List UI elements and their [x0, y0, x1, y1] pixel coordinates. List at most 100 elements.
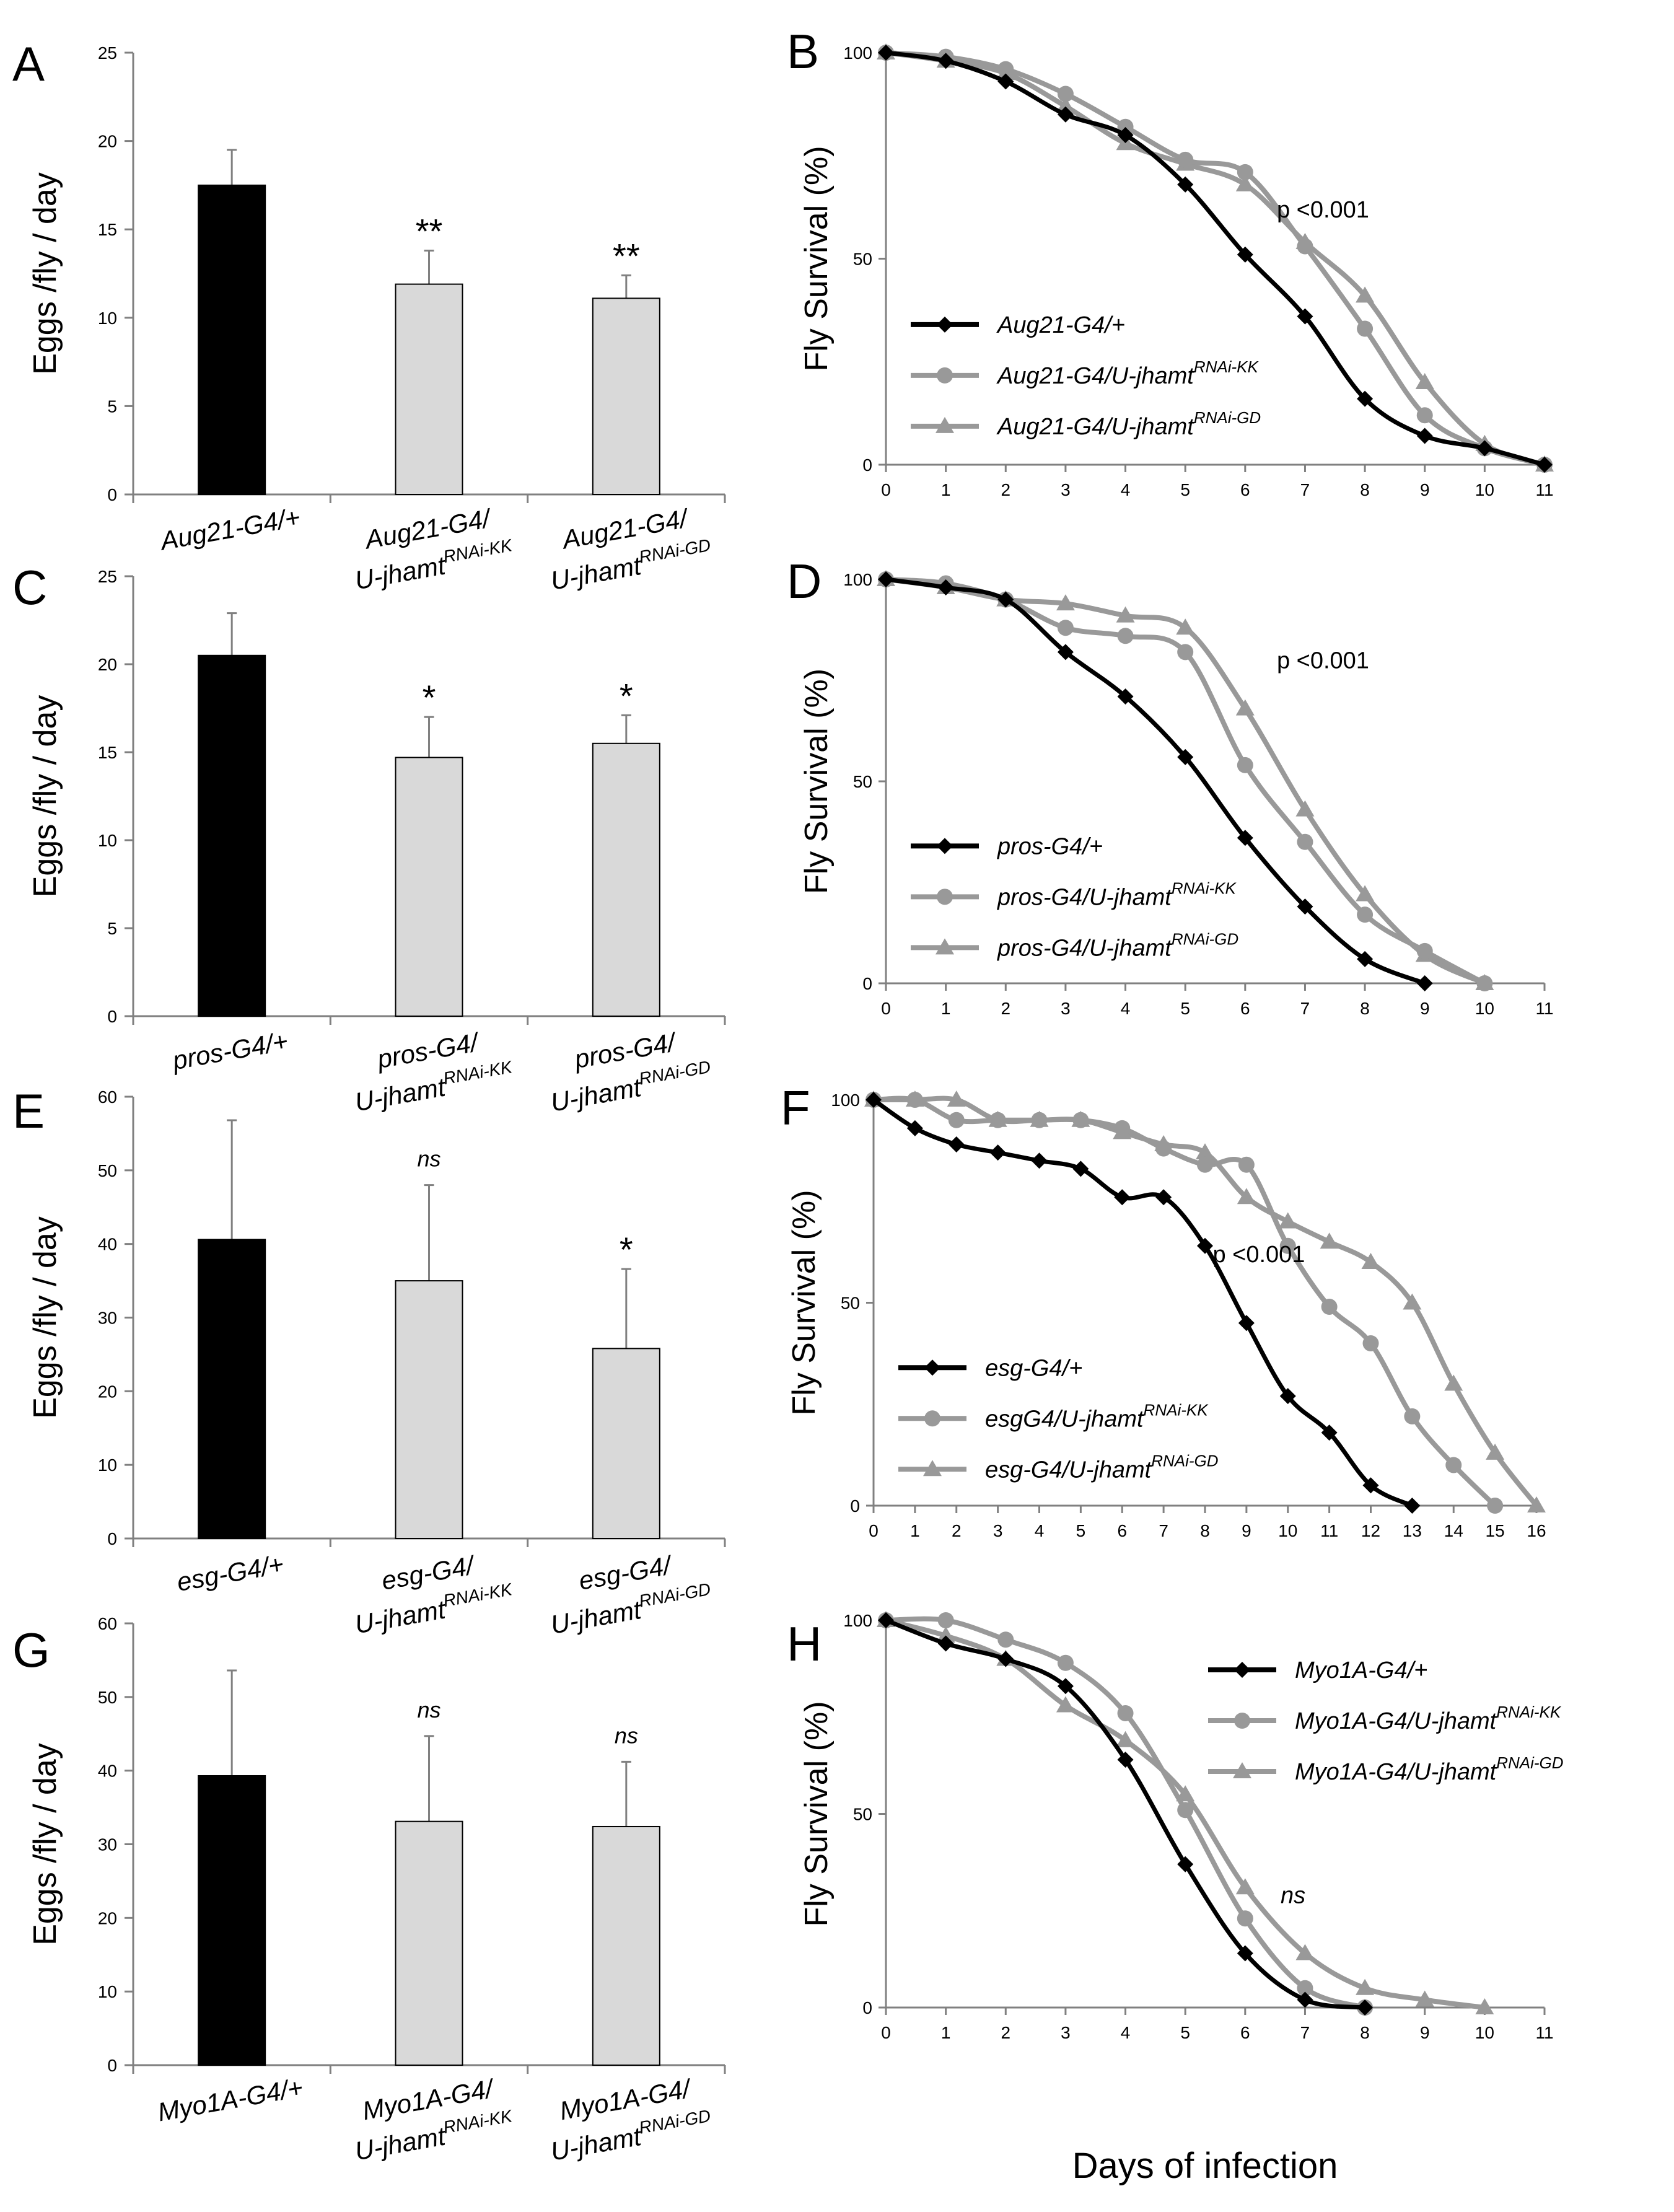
y-tick-label: 0: [107, 1007, 117, 1026]
data-point: [1177, 176, 1194, 193]
significance-annotation: p <0.001: [1212, 1242, 1305, 1268]
category-label-genotype: U-jhamt: [548, 551, 644, 595]
series-line-0: [885, 1618, 1365, 2010]
category-label-genotype: U-jhamt: [353, 2121, 449, 2166]
category-label-superscript: RNAi-GD: [638, 1579, 712, 1611]
data-point: [1072, 1161, 1089, 1177]
data-point: [1295, 1944, 1315, 1960]
data-point: [906, 1092, 923, 1108]
y-axis-label: Eggs /fly / day: [27, 172, 63, 375]
x-tick-label: 5: [1076, 1521, 1086, 1540]
data-point: [1361, 1253, 1380, 1269]
x-tick-label: 2: [1001, 999, 1010, 1018]
legend-label: Aug21-G4/U-jhamtRNAi-KK: [996, 358, 1259, 389]
data-point: [1196, 1143, 1214, 1160]
x-tick-label: 11: [1535, 480, 1553, 499]
data-point: [1295, 800, 1315, 817]
bar: [592, 1348, 660, 1539]
data-point: [1117, 1705, 1134, 1721]
y-tick-label: 10: [98, 1455, 117, 1475]
category-label-superscript: RNAi-KK: [442, 1057, 514, 1088]
y-axis-label: Fly Survival (%): [786, 1190, 822, 1415]
y-tick-label: 0: [862, 1998, 872, 2017]
x-tick-label: 4: [1121, 999, 1131, 1018]
x-tick-label: 5: [1180, 2023, 1190, 2042]
data-point: [1057, 620, 1074, 636]
data-point: [1445, 1457, 1462, 1473]
data-point: [1321, 1424, 1338, 1441]
legend-swatch-marker: [924, 1410, 940, 1427]
data-point: [1235, 175, 1255, 191]
data-point: [1237, 1945, 1253, 1962]
data-point: [1197, 1156, 1213, 1173]
data-point: [1536, 457, 1553, 473]
x-tick-label: 14: [1444, 1521, 1463, 1540]
x-tick-label: 10: [1475, 480, 1494, 499]
legend-label-superscript: RNAi-KK: [1496, 1703, 1562, 1721]
data-point: [1297, 1991, 1313, 2008]
category-label-genotype: U-jhamt: [353, 1594, 449, 1639]
panel-letter-G: G: [12, 1623, 50, 1677]
category-label: pros-G4/U-jhamtRNAi-KK: [353, 1027, 514, 1117]
y-tick-label: 100: [843, 570, 872, 589]
legend-swatch-marker: [937, 367, 953, 384]
y-axis-label: Eggs /fly / day: [27, 695, 63, 898]
category-label: Myo1A-G4/+: [156, 2073, 305, 2126]
y-tick-label: 0: [862, 974, 872, 993]
data-point: [1357, 906, 1374, 923]
data-point: [1031, 1112, 1048, 1128]
category-label: Aug21-G4/U-jhamtRNAi-KK: [353, 503, 514, 595]
data-point: [1357, 390, 1374, 407]
x-tick-label: 1: [910, 1521, 920, 1540]
data-point: [1357, 320, 1374, 337]
data-point: [1176, 618, 1195, 635]
x-tick-label: 12: [1361, 1521, 1380, 1540]
data-point: [1117, 628, 1134, 644]
data-point: [1278, 1212, 1297, 1229]
x-tick-label: 6: [1240, 480, 1250, 499]
category-label: Aug21-G4/+: [157, 503, 302, 556]
y-tick-label: 20: [98, 1382, 117, 1401]
y-tick-label: 50: [98, 1688, 117, 1707]
panel-H-axes: 0 50 100 0 1 2 3 4 5 6 7 8 9 10 11 Fly Survival (%) ns My…: [799, 1611, 1564, 2042]
data-point: [1357, 950, 1374, 967]
data-point: [1362, 1477, 1379, 1494]
category-label: esg-G4/U-jhamtRNAi-KK: [353, 1550, 514, 1639]
category-label: esg-G4/+: [175, 1549, 286, 1596]
x-tick-label: 9: [1242, 1521, 1251, 1540]
x-tick-label: 10: [1278, 1521, 1297, 1540]
x-tick-label: 11: [1320, 1521, 1338, 1540]
legend-label: pros-G4/U-jhamtRNAi-GD: [997, 929, 1238, 961]
data-point: [1057, 1654, 1074, 1671]
legend-label-superscript: RNAi-KK: [1172, 879, 1237, 897]
panel-letter-H: H: [787, 1617, 822, 1671]
panel-E-bar-chart: E 0 10 20 30 40 50 60 Eggs /fly / day esg-G4/+ ns…: [12, 1084, 726, 1639]
x-tick-label: 2: [1001, 2023, 1010, 2042]
legend-swatch-marker: [936, 938, 954, 955]
x-tick-label: 7: [1300, 480, 1310, 499]
category-label-line1: esg-G4/+: [175, 1549, 286, 1596]
panel-B-survival-chart: B 0 50 100 0 1 2 3 4 5 6 7 8 9 10 11 Fly Survival (%) p …: [787, 24, 1554, 499]
bar: [395, 1280, 463, 1539]
bar: [592, 742, 660, 1017]
legend-label-text: pros-G4/+: [997, 833, 1103, 859]
data-point: [1117, 127, 1134, 143]
significance-label: **: [416, 211, 443, 250]
bar: [395, 757, 463, 1017]
data-point: [1031, 1152, 1048, 1169]
data-point: [1444, 1374, 1463, 1391]
panel-letter-A: A: [12, 37, 45, 91]
x-tick-label: 0: [869, 1521, 879, 1540]
y-tick-label: 0: [107, 485, 117, 504]
data-point: [878, 45, 894, 61]
data-point: [1279, 1388, 1296, 1405]
legend-label: pros-G4/+: [997, 833, 1103, 859]
y-tick-label: 0: [107, 1529, 117, 1548]
x-tick-label: 7: [1300, 2023, 1310, 2042]
data-point: [1177, 1802, 1194, 1819]
x-tick-label: 9: [1420, 999, 1430, 1018]
data-point: [997, 1651, 1014, 1667]
panel-H-survival-chart: H 0 50 100 0 1 2 3 4 5 6 7 8 9 10 11 Fly Survival (%) ns…: [787, 1611, 1564, 2042]
category-label-line1: Aug21-G4/+: [157, 503, 302, 556]
legend-label-text: Myo1A-G4/U-jhamt: [1295, 1759, 1497, 1785]
